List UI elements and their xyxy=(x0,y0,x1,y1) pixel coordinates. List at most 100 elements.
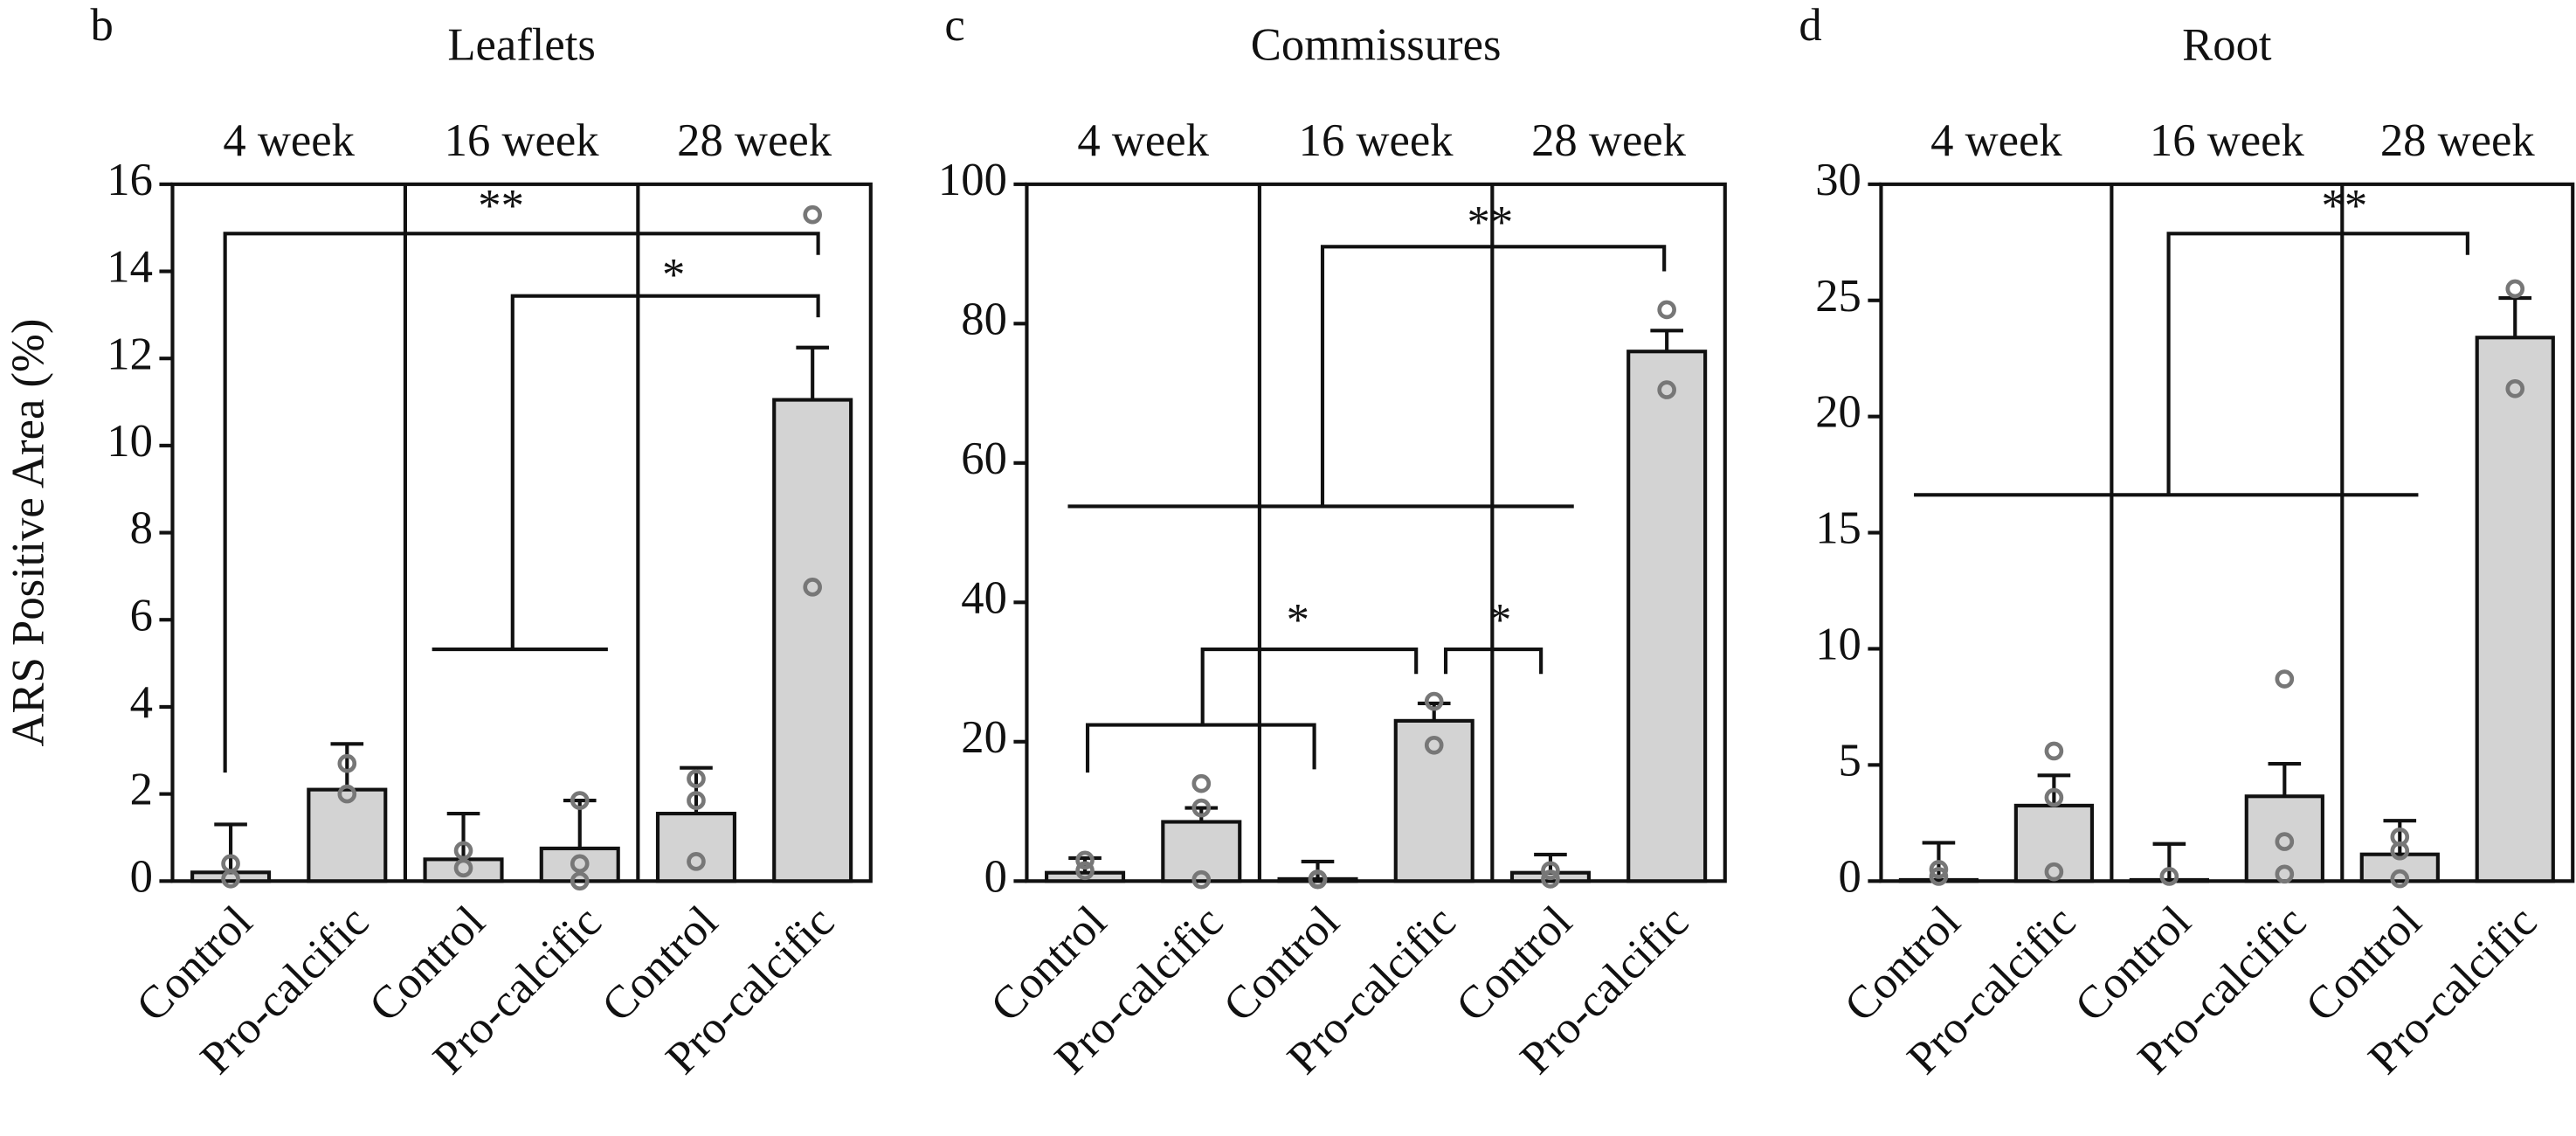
significance-bracket xyxy=(2166,232,2469,495)
significance-label: ** xyxy=(2321,181,2367,232)
plot-frame xyxy=(1025,182,1727,883)
y-tick-label: 60 xyxy=(961,433,1007,484)
y-tick-label: 30 xyxy=(1815,155,1861,205)
group-label: 16 week xyxy=(2150,115,2305,166)
data-point xyxy=(803,578,822,597)
data-point xyxy=(453,858,473,878)
bar xyxy=(190,870,272,883)
data-point xyxy=(1541,861,1560,881)
y-axis-label: ARS Positive Area (%) xyxy=(3,319,54,747)
y-tick-label: 12 xyxy=(107,329,153,379)
significance-label: * xyxy=(1488,595,1511,646)
group-label: 4 week xyxy=(1077,115,1209,166)
data-point xyxy=(1657,380,1676,399)
chart-title: Leaflets xyxy=(447,20,596,71)
data-point xyxy=(2044,787,2064,807)
data-point xyxy=(687,769,706,788)
bar xyxy=(655,811,736,883)
data-point xyxy=(687,852,706,871)
data-point xyxy=(2275,669,2295,689)
bar xyxy=(539,846,620,883)
chart-title: Root xyxy=(2182,20,2272,71)
y-tick-label: 15 xyxy=(1815,503,1861,554)
data-point xyxy=(1657,300,1676,320)
data-point xyxy=(2275,832,2295,851)
data-point xyxy=(2505,279,2525,299)
data-point xyxy=(1929,867,1949,886)
data-point xyxy=(221,869,240,889)
data-point xyxy=(1075,850,1095,870)
group-label: 28 week xyxy=(677,115,832,166)
data-point xyxy=(687,791,706,810)
y-tick-label: 10 xyxy=(1815,620,1861,670)
bar xyxy=(1898,877,1979,883)
y-tick-label: 0 xyxy=(984,851,1007,902)
data-point xyxy=(1929,860,1949,879)
significance-bracket xyxy=(1443,648,1544,675)
data-point xyxy=(570,871,590,891)
bar xyxy=(1277,876,1358,883)
y-tick-label: 8 xyxy=(130,503,153,554)
bar xyxy=(2013,803,2095,883)
significance-bracket xyxy=(1200,648,1419,725)
y-tick-label: 14 xyxy=(107,242,153,293)
bar xyxy=(772,398,853,883)
data-point xyxy=(2159,867,2179,886)
data-point xyxy=(2044,862,2064,882)
data-point xyxy=(337,784,357,804)
data-point xyxy=(1191,773,1212,793)
data-point xyxy=(1308,869,1328,889)
y-tick-label: 20 xyxy=(1815,387,1861,438)
data-point xyxy=(453,841,473,861)
data-point xyxy=(2275,864,2295,884)
significance-label: * xyxy=(662,250,685,301)
data-point xyxy=(2044,741,2064,761)
data-point xyxy=(2505,378,2525,398)
data-point xyxy=(570,854,590,874)
plot-frame xyxy=(170,182,873,883)
y-tick-label: 80 xyxy=(961,294,1007,344)
data-point xyxy=(2390,869,2410,889)
data-point xyxy=(1424,691,1444,711)
significance-label: ** xyxy=(1468,197,1514,248)
bar xyxy=(2129,877,2209,883)
significance-label: * xyxy=(1287,595,1309,646)
bar xyxy=(307,787,388,883)
significance-bracket xyxy=(1085,723,1316,773)
bar xyxy=(1393,718,1474,883)
plot-frame xyxy=(1879,182,2575,883)
y-tick-label: 0 xyxy=(1839,851,1861,902)
data-point xyxy=(1191,798,1212,818)
significance-bracket xyxy=(510,294,820,650)
group-label: 4 week xyxy=(223,115,355,166)
significance-label: ** xyxy=(478,181,524,232)
y-tick-label: 6 xyxy=(130,590,153,641)
y-tick-label: 0 xyxy=(130,851,153,902)
data-point xyxy=(1424,735,1444,755)
panel-letter: b xyxy=(90,0,113,51)
data-point xyxy=(1191,869,1212,890)
y-tick-label: 10 xyxy=(107,416,153,467)
group-label: 28 week xyxy=(2380,115,2536,166)
group-label: 28 week xyxy=(1531,115,1687,166)
data-point xyxy=(1075,861,1095,881)
group-label: 16 week xyxy=(1299,115,1454,166)
data-point xyxy=(2390,841,2410,861)
data-point xyxy=(1541,869,1560,889)
panel-letter: d xyxy=(1799,0,1821,51)
bar xyxy=(1626,350,1708,883)
y-tick-label: 25 xyxy=(1815,271,1861,322)
group-label: 16 week xyxy=(445,115,600,166)
data-point xyxy=(570,791,590,810)
data-point xyxy=(803,204,822,225)
y-tick-label: 16 xyxy=(107,155,153,205)
y-tick-label: 100 xyxy=(938,155,1007,205)
data-point xyxy=(337,753,357,773)
y-tick-label: 40 xyxy=(961,572,1007,623)
y-tick-label: 5 xyxy=(1839,735,1861,786)
bar xyxy=(2475,336,2555,883)
significance-bracket xyxy=(223,232,820,773)
y-tick-label: 20 xyxy=(961,712,1007,763)
chart-title: Commissures xyxy=(1251,20,1502,71)
